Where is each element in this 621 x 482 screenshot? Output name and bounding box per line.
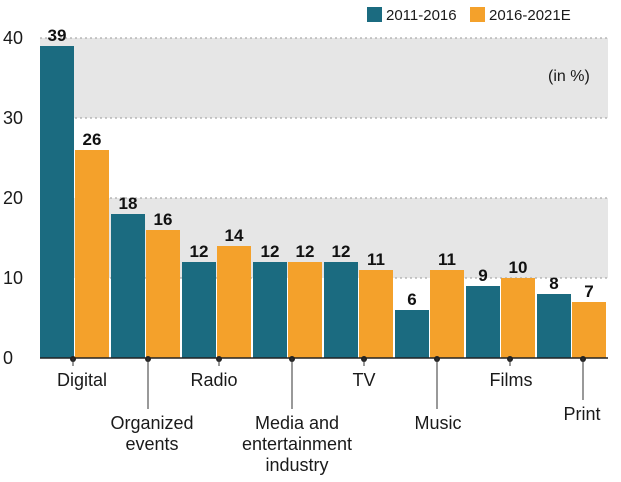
- category-label: TV: [352, 370, 375, 390]
- bar-films-1: [501, 278, 535, 358]
- bar-radio-1: [217, 246, 251, 358]
- bar-print-1: [572, 302, 606, 358]
- category-label: events: [125, 434, 178, 454]
- legend: 2011-2016 2016-2021E: [367, 7, 571, 24]
- value-label: 11: [438, 250, 456, 269]
- bar-organized-events-0: [111, 214, 145, 358]
- value-label: 18: [119, 194, 138, 213]
- value-label: 14: [225, 226, 244, 245]
- category-label: Media and: [255, 413, 339, 433]
- y-axis-ticks: 0 10 20 30 40: [3, 28, 23, 368]
- bar-print-0: [537, 294, 571, 358]
- value-label: 10: [509, 258, 528, 277]
- value-label: 12: [261, 242, 280, 261]
- y-tick-label: 0: [3, 348, 13, 368]
- category-label: entertainment: [242, 434, 352, 454]
- bar-tv-0: [324, 262, 358, 358]
- bar-music-1: [430, 270, 464, 358]
- bar-tv-1: [359, 270, 393, 358]
- category-label: Music: [414, 413, 461, 433]
- legend-swatch-2016-2021e: [470, 7, 485, 22]
- value-label: 12: [296, 242, 315, 261]
- y-tick-label: 10: [3, 268, 23, 288]
- category-label: Films: [490, 370, 533, 390]
- y-tick-label: 30: [3, 108, 23, 128]
- legend-swatch-2011-2016: [367, 7, 382, 22]
- value-label: 26: [83, 130, 102, 149]
- bar-radio-0: [182, 262, 216, 358]
- value-label: 16: [154, 210, 173, 229]
- value-label: 7: [584, 282, 593, 301]
- value-label: 9: [478, 266, 487, 285]
- bar-media-and-entertainment-industry-0: [253, 262, 287, 358]
- y-tick-label: 20: [3, 188, 23, 208]
- bar-films-0: [466, 286, 500, 358]
- category-label: Radio: [190, 370, 237, 390]
- category-label: Print: [563, 404, 600, 424]
- value-label: 12: [332, 242, 351, 261]
- bars: [40, 46, 606, 358]
- y-tick-label: 40: [3, 28, 23, 48]
- value-label: 6: [407, 290, 416, 309]
- bar-organized-events-1: [146, 230, 180, 358]
- value-labels: 39 18 12 12 12 6 9 8 26 16 14 12 11 11 10 7: [48, 26, 594, 309]
- background-bands: [40, 38, 608, 278]
- bar-digital-1: [75, 150, 109, 358]
- category-label: Digital: [57, 370, 107, 390]
- value-label: 39: [48, 26, 67, 45]
- category-label: Organized: [110, 413, 193, 433]
- legend-label-2011-2016: 2011-2016: [386, 7, 457, 24]
- bar-music-0: [395, 310, 429, 358]
- band-0: [40, 38, 608, 118]
- value-label: 11: [367, 250, 385, 269]
- unit-note: (in %): [548, 68, 590, 85]
- bar-media-and-entertainment-industry-1: [288, 262, 322, 358]
- value-label: 12: [190, 242, 209, 261]
- legend-label-2016-2021e: 2016-2021E: [489, 7, 571, 24]
- category-label: industry: [265, 455, 328, 475]
- value-label: 8: [549, 274, 558, 293]
- bar-digital-0: [40, 46, 74, 358]
